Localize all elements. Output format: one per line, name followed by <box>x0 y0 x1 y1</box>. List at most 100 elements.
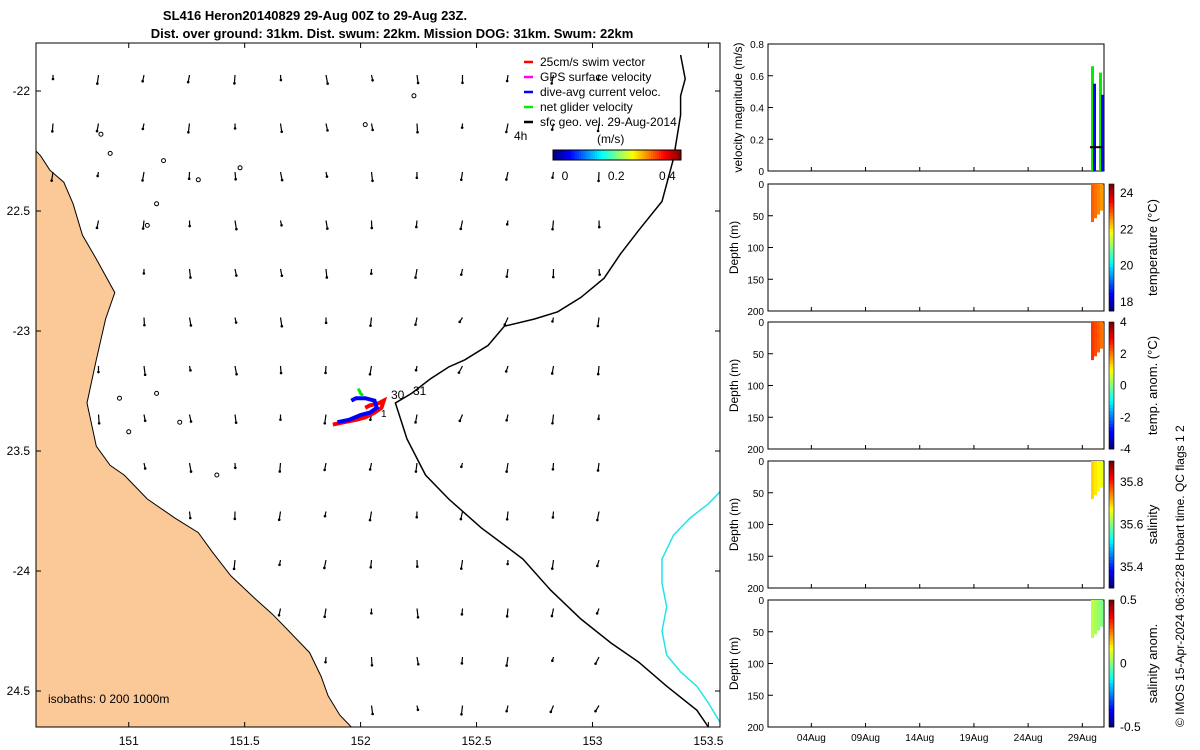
isobaths-label: isobaths: 0 200 1000m <box>48 692 169 706</box>
profile-data-column <box>1100 461 1103 488</box>
island <box>161 158 167 164</box>
colorbar-tick-label: -2 <box>1120 410 1131 424</box>
velocity-arrow <box>141 171 145 182</box>
velocity-arrow <box>233 462 237 470</box>
velocity-arrow <box>505 74 509 83</box>
velocity-arrow <box>459 220 464 231</box>
velocity-arrow <box>597 414 600 421</box>
legend-label: dive-avg current veloc. <box>540 85 661 99</box>
velocity-arrow <box>188 317 193 327</box>
velocity-arrow <box>188 268 192 279</box>
velocity-arrow <box>186 74 191 84</box>
velocity-arrow <box>594 705 600 713</box>
colorbar-tick-label: 4 <box>1120 315 1127 329</box>
profile-data-column <box>1094 322 1097 357</box>
profile-data-column <box>1097 461 1100 492</box>
island <box>214 472 220 478</box>
map-x-tick-label: 151 <box>119 734 139 748</box>
velocity-arrow <box>551 656 555 662</box>
velocity-arrow <box>551 414 555 425</box>
velocity-arrow <box>279 268 284 278</box>
depth-ylabel: Depth (m) <box>727 637 741 690</box>
velocity-arrow <box>234 317 238 324</box>
colorbar-tick-label: 0 <box>1120 379 1127 393</box>
colorbar-tick-label: 35.8 <box>1120 475 1144 489</box>
velocity-arrow <box>458 414 464 423</box>
profile-panel-4: 0 50 100 150 200 Depth (m) 35.4 35.6 35.8 salinit… <box>727 457 1160 595</box>
velocity-ylabel: velocity magnitude (m/s) <box>731 42 745 172</box>
figure-title-line1: SL416 Heron20140829 29-Aug 00Z to 29-Aug… <box>163 8 467 23</box>
velocity-arrow <box>97 365 100 374</box>
map-frame <box>35 42 721 728</box>
velocity-bar-net <box>1099 72 1102 171</box>
velocity-arrow <box>234 414 238 424</box>
velocity-arrow <box>416 705 420 712</box>
velocity-arrow <box>370 705 374 716</box>
profile-data-column <box>1091 184 1094 223</box>
velocity-arrow <box>596 123 600 133</box>
velocity-arrow <box>505 414 509 422</box>
velocity-arrow <box>277 511 282 521</box>
depth-ylabel: Depth (m) <box>727 498 741 551</box>
profile-data-column <box>1097 322 1100 353</box>
velocity-arrow <box>550 559 555 570</box>
copyright-note: © IMOS 15-Apr-2024 06:32:28 Hobart time.… <box>1173 425 1187 727</box>
velocity-arrow <box>457 365 464 374</box>
velocity-arrow <box>51 123 54 133</box>
velocity-arrow <box>143 462 147 470</box>
velocity-arrow <box>415 171 419 180</box>
velocity-arrow <box>505 705 509 713</box>
depth-tick-label: 150 <box>747 413 764 424</box>
colorbar-label: temp. anom. (°C) <box>1145 336 1160 435</box>
colorbar-tick-label: 18 <box>1120 295 1134 309</box>
islands <box>98 93 417 478</box>
colorbar-tick-label: 22 <box>1120 222 1134 236</box>
depth-tick-label: 100 <box>747 244 764 255</box>
velocity-arrow <box>459 171 464 182</box>
island <box>411 93 417 99</box>
velocity-arrow <box>142 268 146 275</box>
velocity-arrow <box>324 317 328 325</box>
profile-data-column <box>1091 461 1094 500</box>
velocity-arrow <box>551 220 555 231</box>
velocity-arrow <box>279 123 284 134</box>
velocity-arrow <box>188 511 192 520</box>
velocity-arrow <box>551 462 555 471</box>
depth-tick-label: 0 <box>758 596 764 607</box>
velocity-arrow <box>325 123 329 132</box>
velocity-bar-dive <box>1093 83 1096 171</box>
velocity-arrow <box>370 656 374 667</box>
velocity-arrow <box>51 75 55 81</box>
velocity-arrow <box>414 317 418 326</box>
profile-data-column <box>1100 600 1103 627</box>
velocity-bar-net <box>1091 66 1094 171</box>
velocity-arrow <box>143 365 147 377</box>
velocity-arrow <box>369 268 373 275</box>
velocity-arrow <box>596 74 600 81</box>
velocity-arrow <box>459 559 464 570</box>
depth-tick-label: 100 <box>747 382 764 393</box>
velocity-tick-label: 0.2 <box>750 135 764 146</box>
map-x-tick-label: 151.5 <box>230 734 260 748</box>
isobath-200m <box>394 54 710 727</box>
velocity-arrow <box>416 74 420 85</box>
island <box>195 177 201 183</box>
velocity-arrow <box>233 123 237 130</box>
colorbar-label: salinity <box>1145 504 1160 544</box>
colorbar-tick-label: 35.4 <box>1120 560 1144 574</box>
velocity-arrow <box>504 365 509 373</box>
depth-tick-label: 0 <box>758 180 764 191</box>
velocity-arrow <box>233 511 237 521</box>
velocity-arrow <box>188 414 193 423</box>
velocity-arrow <box>594 656 600 665</box>
velocity-arrow <box>370 171 374 183</box>
velocity-arrow <box>415 220 418 229</box>
velocity-arrow <box>233 74 236 85</box>
velocity-arrow <box>459 511 464 521</box>
velocity-arrow <box>505 511 509 521</box>
velocity-arrow <box>187 171 191 181</box>
velocity-tick-label: 0.6 <box>750 72 764 83</box>
map-x-tick-label: 152 <box>351 734 371 748</box>
velocity-arrow <box>325 220 329 230</box>
